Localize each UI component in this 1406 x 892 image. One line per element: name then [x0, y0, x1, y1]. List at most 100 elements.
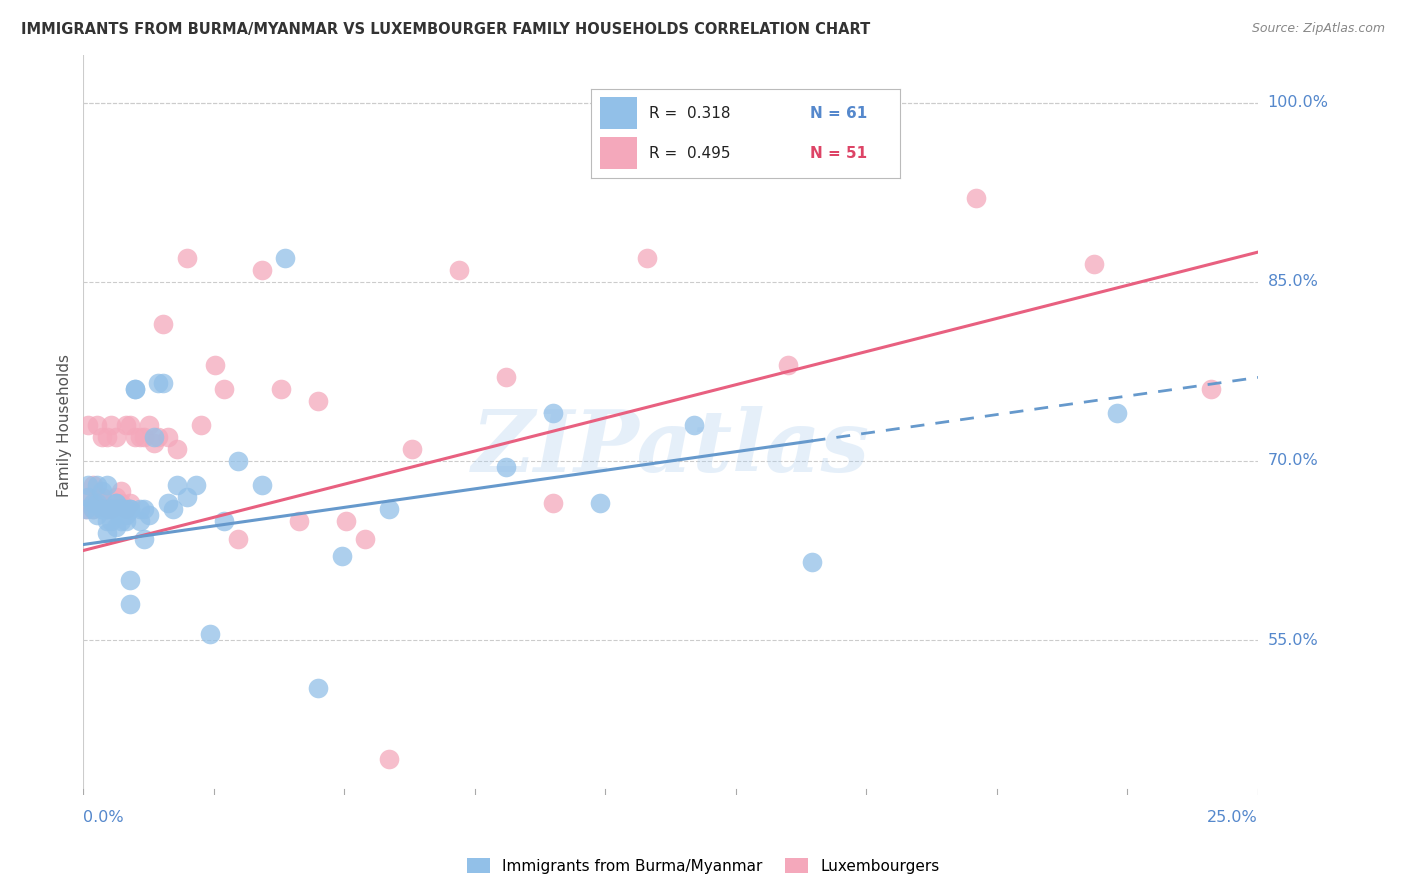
Point — [162, 501, 184, 516]
Point — [335, 514, 357, 528]
Point — [683, 418, 706, 433]
Point — [96, 501, 118, 516]
Point — [105, 496, 128, 510]
Point — [1199, 382, 1222, 396]
Point — [142, 436, 165, 450]
Point — [128, 501, 150, 516]
Text: 25.0%: 25.0% — [1208, 810, 1258, 824]
Point — [138, 418, 160, 433]
Point — [91, 483, 114, 498]
Point — [354, 532, 377, 546]
Point — [377, 501, 399, 516]
Point — [198, 627, 221, 641]
Point — [307, 681, 329, 695]
Point — [100, 501, 122, 516]
Point — [274, 251, 297, 265]
Text: R =  0.495: R = 0.495 — [650, 146, 731, 161]
Point — [96, 514, 118, 528]
Point — [86, 490, 108, 504]
Point — [86, 418, 108, 433]
Point — [541, 406, 564, 420]
Text: 55.0%: 55.0% — [1267, 632, 1319, 648]
Point — [156, 496, 179, 510]
Point — [330, 549, 353, 564]
Point — [166, 478, 188, 492]
Bar — [600, 97, 637, 129]
Point — [124, 382, 146, 396]
Point — [96, 501, 118, 516]
Point — [114, 501, 136, 516]
Text: R =  0.318: R = 0.318 — [650, 106, 731, 120]
Point — [124, 382, 146, 396]
Point — [96, 478, 118, 492]
Point — [176, 251, 198, 265]
Point — [152, 376, 174, 391]
Point — [82, 496, 104, 510]
Point — [100, 501, 122, 516]
Point — [91, 490, 114, 504]
Point — [449, 263, 471, 277]
Point — [307, 394, 329, 409]
Text: N = 51: N = 51 — [810, 146, 868, 161]
Point — [965, 191, 987, 205]
Point — [288, 514, 311, 528]
Legend: Immigrants from Burma/Myanmar, Luxembourgers: Immigrants from Burma/Myanmar, Luxembour… — [461, 852, 945, 880]
Point — [105, 430, 128, 444]
Point — [152, 317, 174, 331]
Text: 0.0%: 0.0% — [83, 810, 124, 824]
Point — [401, 442, 423, 456]
Point — [114, 501, 136, 516]
Point — [114, 514, 136, 528]
Point — [120, 501, 142, 516]
Point — [1083, 257, 1105, 271]
Point — [800, 556, 823, 570]
Point — [77, 490, 100, 504]
Y-axis label: Family Households: Family Households — [58, 353, 72, 497]
Point — [128, 514, 150, 528]
Point — [124, 430, 146, 444]
Point — [77, 418, 100, 433]
Point — [148, 376, 170, 391]
Point — [134, 430, 156, 444]
Text: ZIPatlas: ZIPatlas — [471, 406, 870, 489]
Point — [204, 359, 226, 373]
Point — [110, 496, 132, 510]
Point — [77, 478, 100, 492]
Text: N = 61: N = 61 — [810, 106, 868, 120]
Point — [250, 478, 273, 492]
Text: 100.0%: 100.0% — [1267, 95, 1329, 111]
Point — [190, 418, 212, 433]
Point — [228, 532, 250, 546]
Point — [82, 501, 104, 516]
Text: Source: ZipAtlas.com: Source: ZipAtlas.com — [1251, 22, 1385, 36]
Point — [100, 514, 122, 528]
Point — [105, 490, 128, 504]
Point — [105, 519, 128, 533]
Point — [91, 501, 114, 516]
Point — [110, 501, 132, 516]
Point — [86, 478, 108, 492]
Point — [166, 442, 188, 456]
Point — [184, 478, 207, 492]
Point — [105, 496, 128, 510]
Point — [377, 752, 399, 766]
Point — [495, 370, 517, 384]
Point — [778, 359, 800, 373]
Point — [214, 382, 236, 396]
Point — [138, 508, 160, 522]
Point — [142, 430, 165, 444]
Point — [636, 251, 658, 265]
Point — [134, 532, 156, 546]
Point — [120, 574, 142, 588]
Point — [96, 525, 118, 540]
Text: IMMIGRANTS FROM BURMA/MYANMAR VS LUXEMBOURGER FAMILY HOUSEHOLDS CORRELATION CHAR: IMMIGRANTS FROM BURMA/MYANMAR VS LUXEMBO… — [21, 22, 870, 37]
Point — [91, 430, 114, 444]
Point — [110, 501, 132, 516]
Point — [541, 496, 564, 510]
Point — [105, 501, 128, 516]
Point — [128, 430, 150, 444]
Point — [134, 501, 156, 516]
Point — [75, 501, 97, 516]
Point — [176, 490, 198, 504]
Point — [1105, 406, 1128, 420]
